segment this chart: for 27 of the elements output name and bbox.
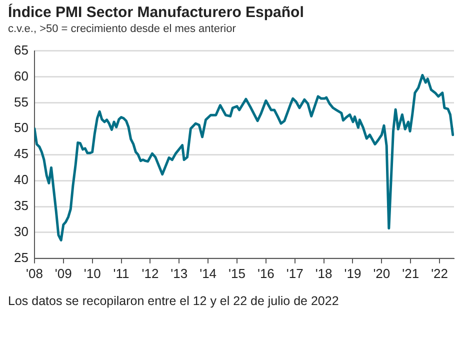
y-tick-label: 45 bbox=[14, 146, 28, 162]
x-tick-label: '09 bbox=[54, 266, 72, 281]
x-tick-label: '18 bbox=[315, 266, 332, 281]
x-tick-label: '15 bbox=[228, 266, 246, 281]
x-tick-label: '20 bbox=[373, 266, 390, 281]
x-tick-label: '08 bbox=[26, 266, 43, 281]
text: Los datos se recopilaron entre el 12 y el 22 de julio de 2022 bbox=[8, 293, 340, 309]
y-tick-label: 60 bbox=[14, 68, 28, 84]
y-tick-label: 25 bbox=[14, 250, 28, 265]
x-tick-label: '22 bbox=[431, 266, 448, 281]
y-tick-label: 30 bbox=[14, 224, 28, 240]
y-tick-label: 55 bbox=[14, 94, 28, 110]
x-tick-label: '13 bbox=[170, 266, 188, 281]
y-tick-label: 50 bbox=[14, 120, 28, 136]
x-tick-label: '16 bbox=[257, 266, 274, 281]
chart-title: Índice PMI Sector Manufacturero Español bbox=[8, 4, 305, 22]
y-tick-label: 65 bbox=[14, 42, 28, 58]
x-tick-label: '12 bbox=[142, 266, 159, 281]
y-tick-label: 35 bbox=[14, 198, 28, 214]
x-tick-label: '14 bbox=[200, 266, 217, 281]
x-tick-label: '10 bbox=[84, 266, 101, 281]
chart-subtitle: c.v.e., >50 = crecimiento desde el mes anterior bbox=[8, 22, 237, 37]
x-tick-label: '19 bbox=[344, 266, 362, 281]
x-tick-label: '21 bbox=[402, 266, 420, 281]
x-tick-label: '17 bbox=[286, 266, 304, 281]
x-tick-label: '11 bbox=[113, 266, 130, 281]
y-tick-label: 40 bbox=[14, 172, 28, 188]
